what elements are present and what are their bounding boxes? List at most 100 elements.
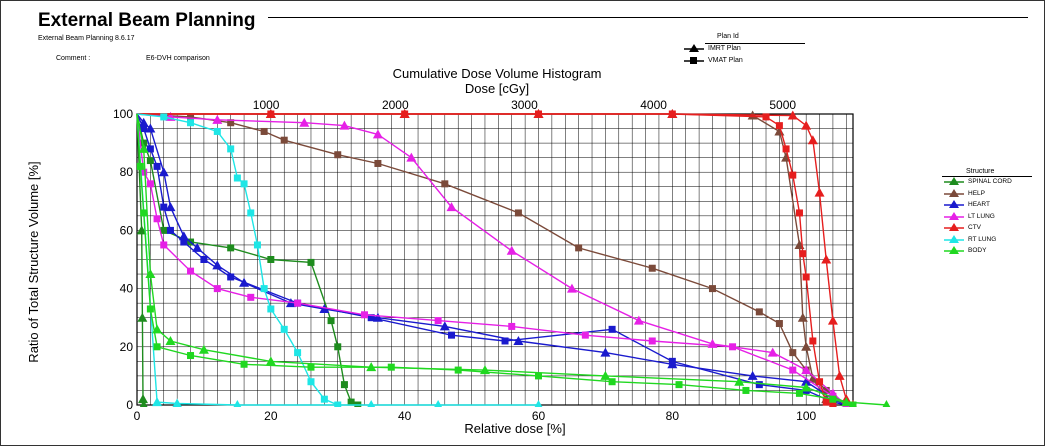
ctv-vmat-point (822, 398, 830, 406)
body-imrt-point (152, 324, 163, 334)
y-tick-label: 20 (120, 340, 134, 354)
lt-lung-vmat-point (581, 331, 589, 339)
spinal-cord-vmat-point (354, 401, 362, 407)
rt-lung-vmat-point (233, 174, 241, 182)
heart-imrt-point (513, 335, 524, 345)
report-title: External Beam Planning (38, 10, 256, 31)
help-vmat-point (755, 308, 763, 316)
y-tick-label: 0 (126, 398, 133, 412)
body-imrt-point (138, 143, 149, 153)
chart-title: Cumulative Dose Volume Histogram (393, 66, 602, 81)
heart-vmat-point (227, 273, 235, 281)
ctv-imrt-point (834, 370, 845, 380)
top-tick-label: 5000 (769, 98, 796, 112)
body-vmat-point (146, 305, 154, 313)
lt-lung-imrt-point (633, 315, 644, 325)
body-imrt-point (479, 365, 490, 375)
lt-lung-imrt-point (506, 245, 517, 255)
lt-lung-vmat-point (213, 285, 221, 293)
heart-vmat-point (608, 325, 616, 333)
heart-vmat-point (146, 145, 154, 153)
x-tick-label: 80 (666, 409, 680, 423)
heart-imrt-point (145, 123, 156, 133)
lt-lung-imrt-point (339, 120, 350, 130)
body-vmat-point (742, 386, 750, 394)
plan-id-label: Plan Id (717, 33, 739, 40)
ctv-imrt-point (801, 120, 812, 130)
lt-lung-vmat-point (247, 293, 255, 301)
ctv-imrt-point (827, 315, 838, 325)
heart-imrt-point (600, 347, 611, 357)
help-vmat-point (187, 113, 195, 121)
heart-imrt-point (192, 242, 203, 252)
legend-item: CTV (944, 223, 981, 232)
lt-lung-vmat-point (294, 299, 302, 307)
rt-lung-vmat-point (294, 349, 302, 357)
ctv-vmat-point (829, 401, 837, 407)
spinal-cord-imrt-point (138, 394, 149, 404)
ctv-vmat-point (809, 337, 817, 345)
y-tick-label: 80 (120, 165, 134, 179)
heart-imrt-point (165, 202, 176, 212)
body-vmat-point (675, 381, 683, 389)
body-imrt-point (882, 400, 891, 407)
lt-lung-imrt-point (827, 388, 838, 398)
help-vmat-point (648, 264, 656, 272)
ctv-vmat-point (795, 209, 803, 217)
square-marker-icon (684, 57, 704, 64)
ctv-imrt-point (399, 109, 410, 118)
rt-lung-vmat-point (187, 119, 195, 127)
x-tick-label: 0 (134, 409, 141, 423)
ctv-imrt-point (533, 109, 544, 118)
rt-lung-vmat-point (247, 209, 255, 217)
help-imrt-point (807, 373, 818, 383)
x-tick-label: 100 (796, 409, 816, 423)
ctv-vmat-point (775, 122, 783, 130)
rt-lung-vmat-point (160, 113, 168, 121)
rt-lung-vmat-point (334, 401, 342, 407)
plan-entry-imrt: IMRT Plan (684, 44, 741, 53)
body-vmat-point (307, 363, 315, 371)
lt-lung-vmat-point (153, 215, 161, 223)
heart-imrt-line (136, 113, 847, 406)
ctv-imrt-line (137, 113, 854, 406)
heart-vmat-point (501, 337, 509, 345)
x-tick-label: 20 (264, 409, 278, 423)
x-tick-label: 40 (398, 409, 412, 423)
body-imrt-point (265, 356, 276, 366)
spinal-cord-imrt-point (137, 312, 148, 322)
body-vmat-point (240, 360, 248, 368)
body-imrt-point (841, 397, 852, 407)
legend-label: CTV (968, 224, 981, 231)
ctv-imrt-point (821, 254, 832, 264)
heart-vmat-point (166, 226, 174, 234)
legend-item: BODY (944, 246, 986, 255)
rt-lung-vmat-point (227, 145, 235, 153)
y-tick-label: 100 (113, 107, 133, 121)
spinal-cord-vmat-point (146, 157, 154, 165)
spinal-cord-vmat-point (340, 381, 348, 389)
x-tick-label: 60 (532, 409, 546, 423)
ctv-imrt-point (787, 110, 798, 120)
lt-lung-imrt-point (299, 117, 310, 127)
ctv-vmat-point (789, 171, 797, 179)
ctv-imrt-point (807, 135, 818, 145)
lt-lung-imrt-point (801, 365, 812, 375)
legend-marker-icon (944, 246, 964, 254)
spinal-cord-vmat-point (307, 258, 315, 266)
lt-lung-vmat-point (146, 180, 154, 188)
lt-lung-imrt-point (446, 202, 457, 212)
help-imrt-point (797, 312, 808, 322)
body-vmat-point (795, 389, 803, 397)
comment-value: E6-DVH comparison (146, 55, 210, 62)
rt-lung-imrt-point (534, 400, 543, 407)
heart-vmat-point (200, 256, 208, 263)
lt-lung-imrt-point (767, 347, 778, 357)
rt-lung-vmat-point (260, 285, 268, 293)
lt-lung-vmat-point (648, 337, 656, 345)
help-vmat-point (575, 244, 583, 252)
body-vmat-point (849, 401, 857, 407)
legend-label: SPINAL CORD (968, 178, 1012, 185)
legend-label: BODY (968, 247, 987, 254)
help-vmat-point (708, 285, 716, 293)
